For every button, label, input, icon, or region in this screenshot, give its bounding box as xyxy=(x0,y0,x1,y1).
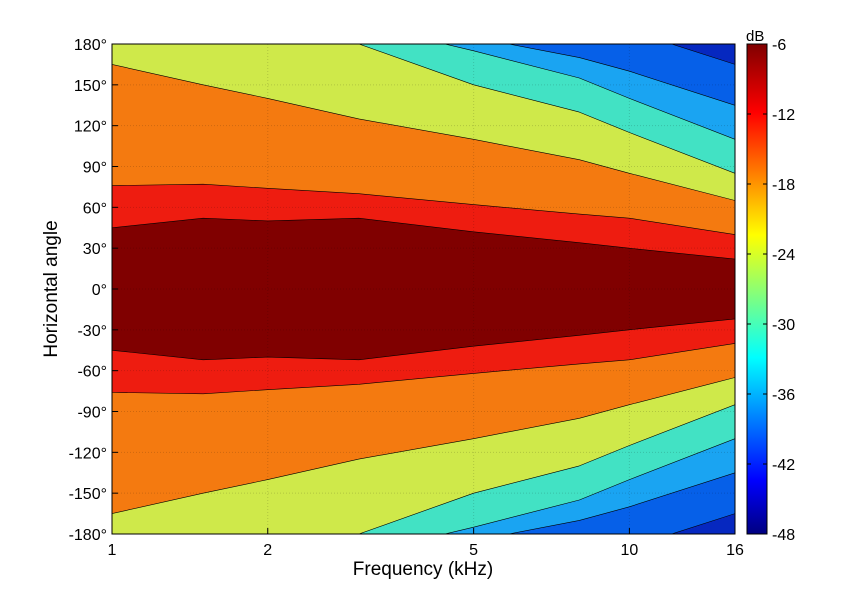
y-tick-label: -150° xyxy=(69,486,107,503)
x-tick-label: 10 xyxy=(620,542,638,559)
y-tick-label: 30° xyxy=(83,241,107,258)
y-tick-label: 60° xyxy=(83,200,107,217)
contour-bands xyxy=(112,44,735,534)
y-axis-label: Horizontal angle xyxy=(41,220,62,357)
y-tick-label: -180° xyxy=(69,527,107,544)
colorbar-tick-label: -42 xyxy=(772,457,795,474)
y-tick-label: -120° xyxy=(69,445,107,462)
y-axis-ticks: 180° 150° 120° 90° 60° 30° 0° -30° -60° -90° -120°… xyxy=(69,37,118,544)
colorbar-tick-label: -36 xyxy=(772,387,795,404)
x-tick-label: 5 xyxy=(469,542,478,559)
colorbar: -6 -12 -18 -24 -30 -36 -42 -48 dB xyxy=(746,28,795,544)
x-axis-ticks: 1 2 5 10 16 xyxy=(108,528,744,559)
y-tick-label: 180° xyxy=(74,37,107,54)
y-tick-label: -30° xyxy=(77,323,107,340)
colorbar-tick-label: -48 xyxy=(772,527,795,544)
y-tick-label: 0° xyxy=(92,282,107,299)
colorbar-tick-label: -18 xyxy=(772,177,795,194)
x-tick-label: 1 xyxy=(108,542,117,559)
contour-plot-area xyxy=(111,43,736,535)
y-tick-label: 120° xyxy=(74,119,107,136)
colorbar-scale xyxy=(746,43,768,535)
y-tick-label: -90° xyxy=(77,405,107,422)
y-tick-label: -60° xyxy=(77,364,107,381)
colorbar-tick-label: -24 xyxy=(772,247,795,264)
x-tick-label: 2 xyxy=(263,542,272,559)
y-tick-label: 90° xyxy=(83,160,107,177)
x-axis-label: Frequency (kHz) xyxy=(353,559,493,580)
contour-band-6db xyxy=(112,217,735,361)
y-tick-label: 150° xyxy=(74,78,107,95)
colorbar-ticks: -6 -12 -18 -24 -30 -36 -42 -48 xyxy=(747,37,795,544)
colorbar-tick-label: -30 xyxy=(772,317,795,334)
colorbar-tick-label: -12 xyxy=(772,107,795,124)
x-tick-label: 16 xyxy=(726,542,744,559)
colorbar-tick-label: -6 xyxy=(772,37,786,54)
colorbar-unit-label: dB xyxy=(746,28,764,45)
